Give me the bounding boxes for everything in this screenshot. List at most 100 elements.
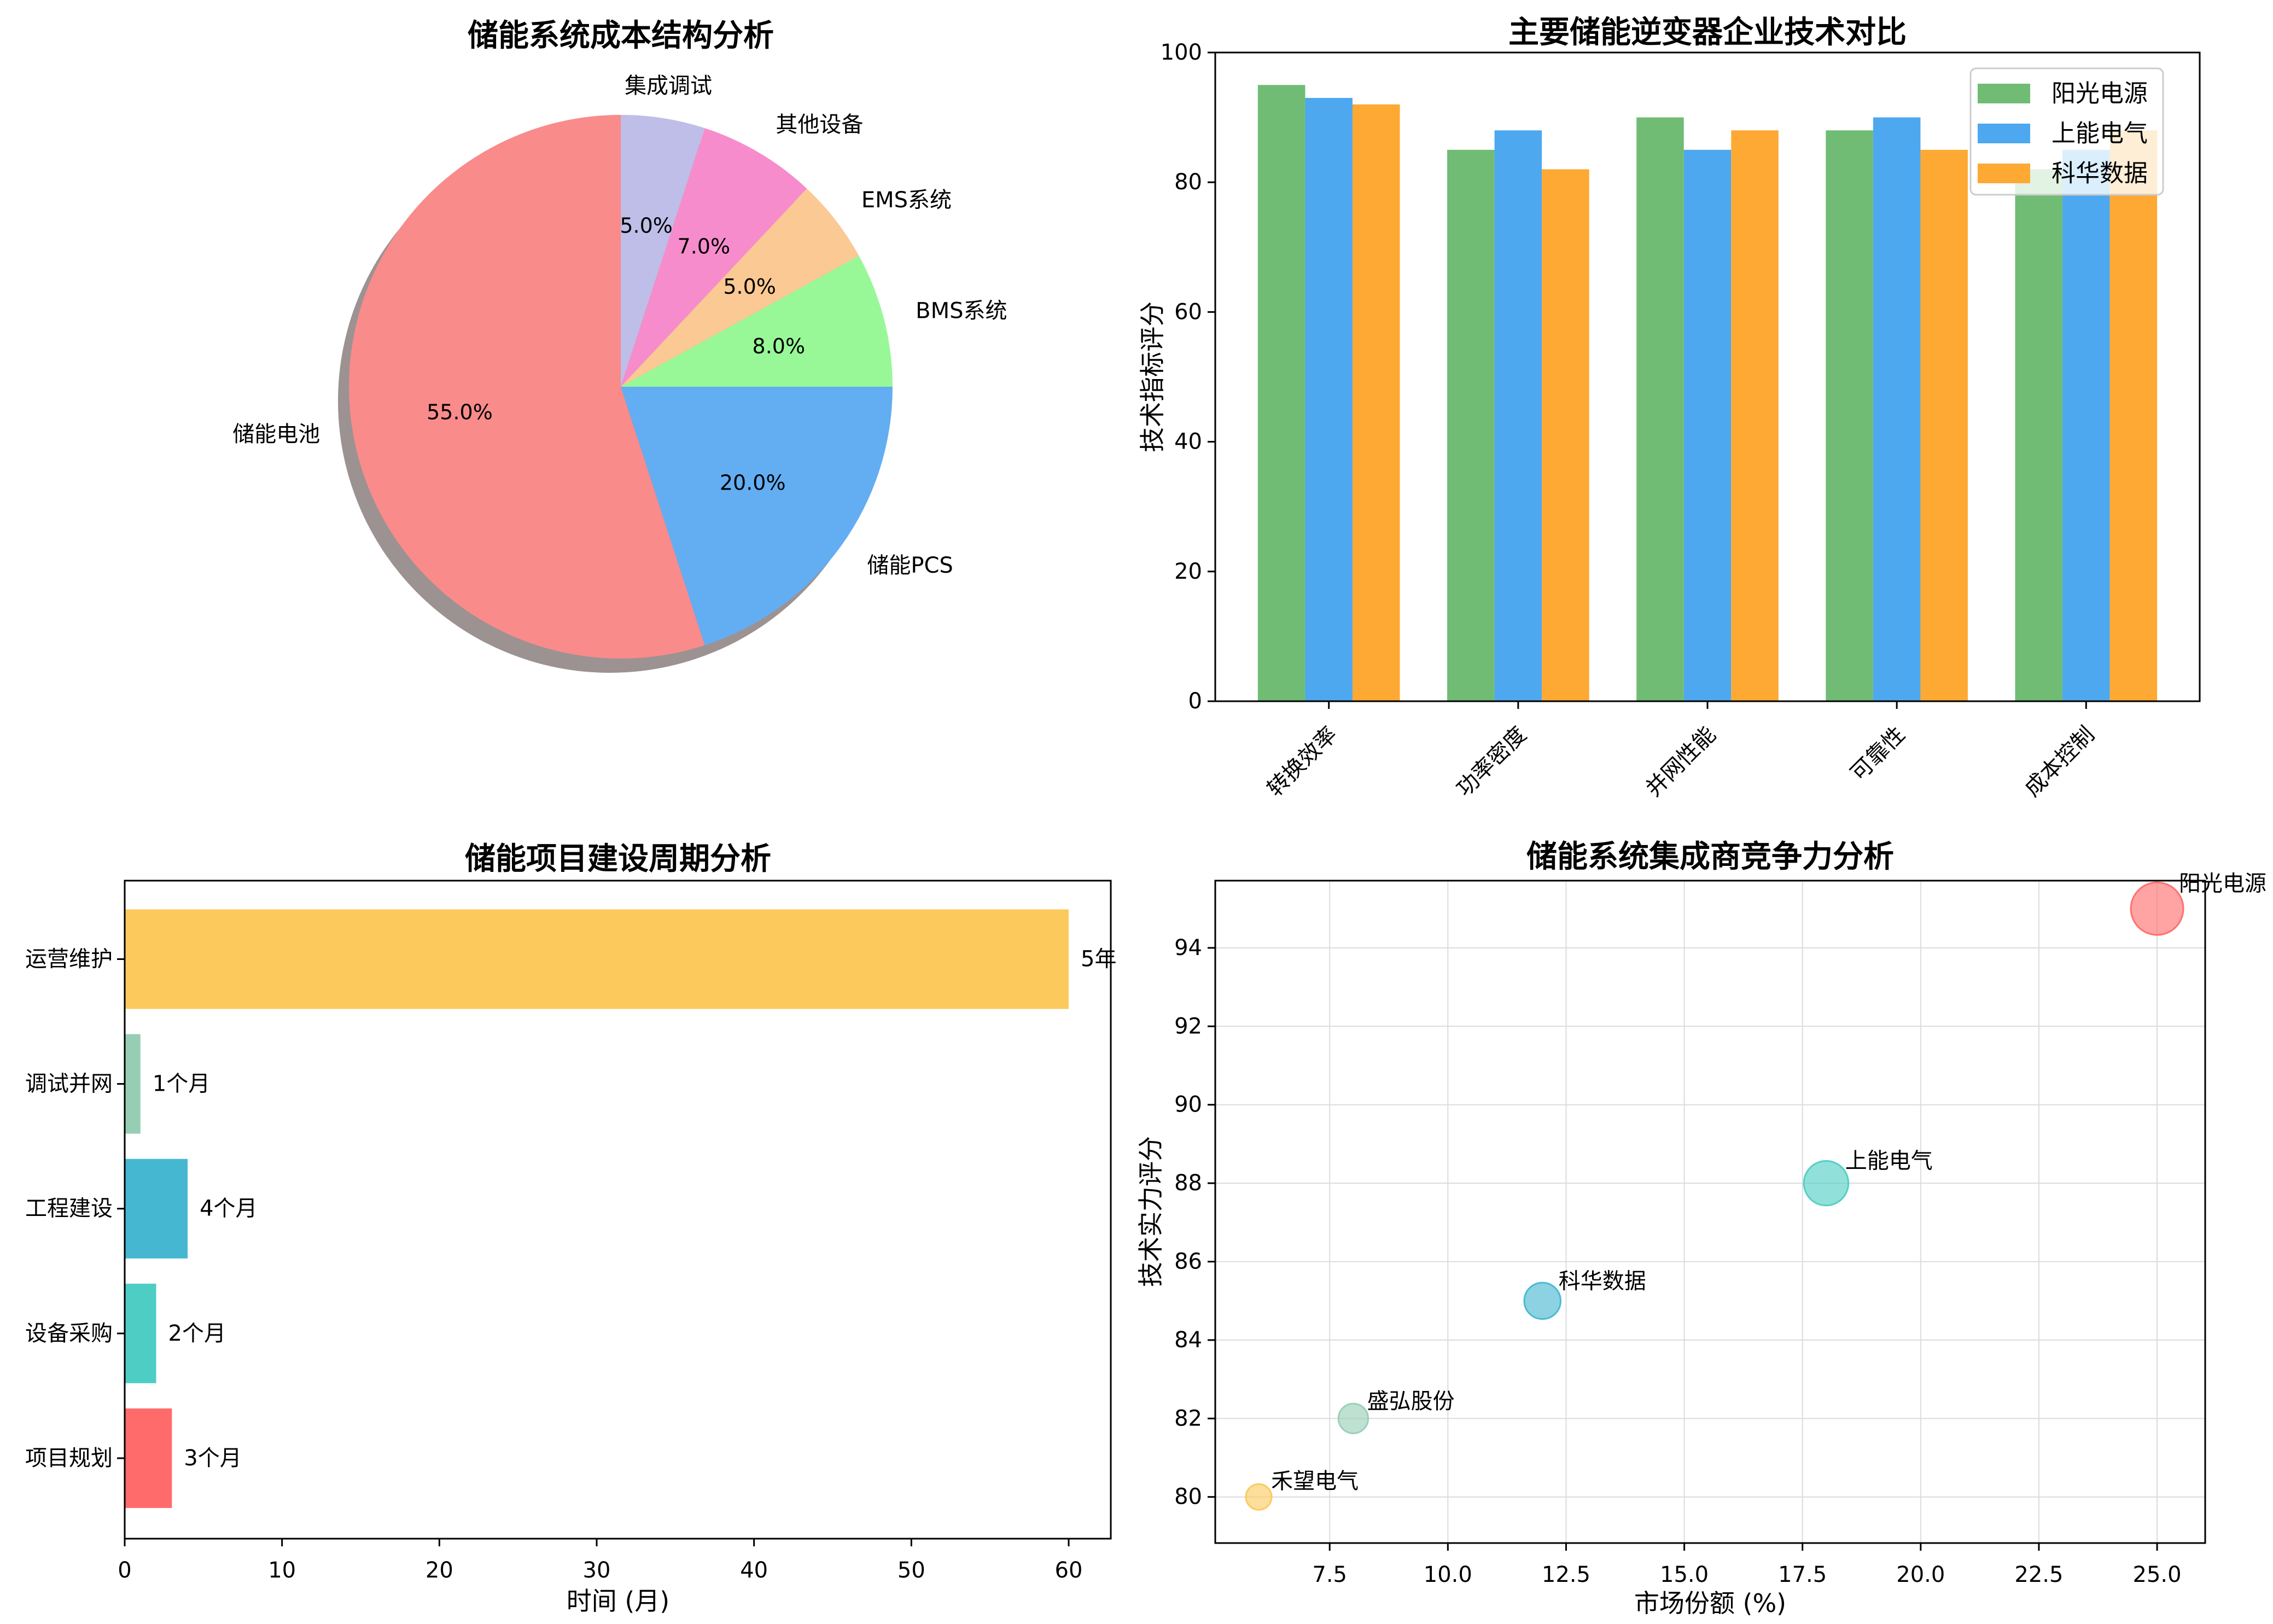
x-tick-label: 22.5 [2014, 1562, 2063, 1587]
pie-slice [621, 387, 893, 645]
y-category-label: 调试并网 [25, 1071, 113, 1096]
y-tick-label: 82 [1174, 1406, 1202, 1431]
y-tick-label: 94 [1174, 935, 1202, 960]
pie-slice [349, 115, 705, 659]
pie-slice [621, 255, 893, 387]
barh-chart-title: 储能项目建设周期分析 [465, 841, 771, 877]
pie-percent-label: 5.0% [620, 213, 673, 237]
y-tick-label: 92 [1174, 1014, 1202, 1039]
x-tick-label: 20 [426, 1558, 453, 1583]
pie-slice-label: BMS系统 [916, 299, 1007, 324]
axes-spines [1214, 51, 2201, 702]
bar-value-label: 3个月 [184, 1445, 241, 1470]
x-category-label: 可靠性 [1846, 722, 1910, 786]
scatter-point [1803, 1160, 1850, 1206]
x-category-label: 功率密度 [1452, 722, 1531, 802]
y-category-label: 项目规划 [25, 1445, 113, 1470]
x-tick-label: 10.0 [1424, 1562, 1472, 1587]
pie-slice-label: 集成调试 [625, 73, 712, 98]
duration-bar [125, 909, 1069, 1009]
bar-1-4 [2062, 149, 2110, 701]
pie-slice [621, 128, 807, 387]
scatter-chart-panel: 储能系统集成商竞争力分析 市场份额 (%) 技术实力评分 7.5 10.0 12.5… [1136, 812, 2273, 1624]
grouped-bar-chart-panel: 主要储能逆变器企业技术对比 技术指标评分 0 20 40 60 80 100 转换效率 功率密… [1136, 0, 2273, 812]
duration-bar [125, 1159, 188, 1259]
axes-spines [1214, 880, 2206, 1544]
bar-chart-title: 主要储能逆变器企业技术对比 [1508, 15, 1907, 50]
legend-swatch [1978, 124, 2030, 143]
bar-value-label: 4个月 [200, 1196, 257, 1221]
pie-percent-label: 5.0% [723, 275, 776, 299]
x-tick-label: 60 [1055, 1558, 1083, 1583]
y-tick-label: 20 [1174, 559, 1202, 584]
legend-label: 科华数据 [2051, 160, 2148, 188]
scatter-point-label: 上能电气 [1845, 1148, 1933, 1173]
x-tick-label: 50 [897, 1558, 925, 1583]
bar-0-0 [1257, 85, 1305, 701]
pie-slice-label: 其他设备 [776, 112, 863, 137]
pie-percent-label: 20.0% [720, 470, 786, 494]
y-tick-label: 80 [1174, 170, 1202, 195]
bar-2-2 [1731, 130, 1779, 701]
legend-swatch [1978, 164, 2030, 183]
bar-chart-ylabel: 技术指标评分 [1138, 301, 1167, 452]
pie-chart-body: 55.0% 储能电池 20.0% 储能PCS 8.0% BMS系统 5.0% EMS系统 7.0… [232, 73, 1007, 673]
duration-bar [125, 1408, 172, 1508]
x-tick-label: 15.0 [1660, 1562, 1709, 1587]
x-category-label: 并网性能 [1641, 722, 1721, 802]
pie-percent-label: 8.0% [753, 334, 806, 358]
y-tick-label: 80 [1174, 1484, 1202, 1509]
scatter-point [2130, 881, 2184, 936]
bar-value-label: 1个月 [153, 1071, 210, 1096]
y-tick-label: 90 [1174, 1092, 1202, 1117]
x-tick-label: 17.5 [1778, 1562, 1827, 1587]
bar-1-1 [1494, 130, 1542, 701]
bar-0-1 [1447, 149, 1495, 701]
x-category-label: 转换效率 [1262, 722, 1342, 802]
grouped-bar-chart: 主要储能逆变器企业技术对比 技术指标评分 0 20 40 60 80 100 转换效率 功率密… [1138, 15, 2201, 802]
y-tick-label: 40 [1174, 429, 1202, 455]
pie-slice [621, 188, 859, 387]
pie-slice-label: 储能电池 [232, 422, 320, 447]
scatter-chart: 储能系统集成商竞争力分析 市场份额 (%) 技术实力评分 7.5 10.0 12.5… [1136, 839, 2266, 1618]
scatter-chart-xlabel: 市场份额 (%) [1634, 1588, 1786, 1618]
x-tick-label: 12.5 [1542, 1562, 1590, 1587]
y-tick-label: 60 [1174, 299, 1202, 324]
x-category-label: 成本控制 [2020, 722, 2100, 802]
y-category-label: 设备采购 [25, 1320, 113, 1346]
y-category-label: 运营维护 [25, 946, 113, 971]
y-tick-label: 86 [1174, 1249, 1202, 1274]
scatter-point-label: 盛弘股份 [1367, 1389, 1455, 1414]
y-tick-label: 84 [1174, 1327, 1202, 1352]
pie-slice-label: EMS系统 [861, 188, 952, 213]
pie-percent-label: 55.0% [427, 400, 493, 424]
bar-2-3 [1920, 149, 1968, 701]
x-tick-label: 0 [118, 1558, 131, 1583]
x-tick-label: 10 [268, 1558, 296, 1583]
bar-1-2 [1683, 149, 1732, 701]
legend-label: 阳光电源 [2051, 80, 2148, 108]
barh-chart-xlabel: 时间 (月) [567, 1586, 670, 1616]
pie-percent-label: 7.0% [678, 234, 731, 258]
legend-label: 上能电气 [2051, 120, 2148, 148]
pie-chart-panel: 储能系统成本结构分析 55.0% 储能电池 20.0% 储能PCS 8.0% BMS系统 5… [0, 0, 1136, 812]
y-tick-label: 0 [1188, 689, 1202, 714]
bar-2-0 [1352, 104, 1400, 701]
axes-spines [124, 880, 1112, 1539]
bar-1-3 [1873, 117, 1921, 702]
pie-slice [621, 115, 705, 387]
scatter-point-label: 阳光电源 [2179, 871, 2266, 896]
scatter-chart-title: 储能系统集成商竞争力分析 [1526, 839, 1894, 875]
scatter-point-label: 禾望电气 [1271, 1469, 1359, 1494]
pie-chart: 储能系统成本结构分析 55.0%储能电池20.0%储能PCS8.0%BMS系统5… [232, 18, 1007, 673]
bar-2-4 [2109, 130, 2158, 701]
x-tick-label: 20.0 [1896, 1562, 1945, 1587]
grouped-bar-chart-body: 0 20 40 60 80 100 转换效率 功率密度 并网性能 可靠性 成本控制 阳光电源上能电气科… [1161, 40, 2201, 802]
x-tick-label: 40 [740, 1558, 768, 1583]
bar-0-4 [2015, 169, 2063, 702]
bar-value-label: 2个月 [168, 1320, 226, 1346]
scatter-point [1245, 1483, 1273, 1511]
y-tick-label: 100 [1161, 40, 1202, 65]
